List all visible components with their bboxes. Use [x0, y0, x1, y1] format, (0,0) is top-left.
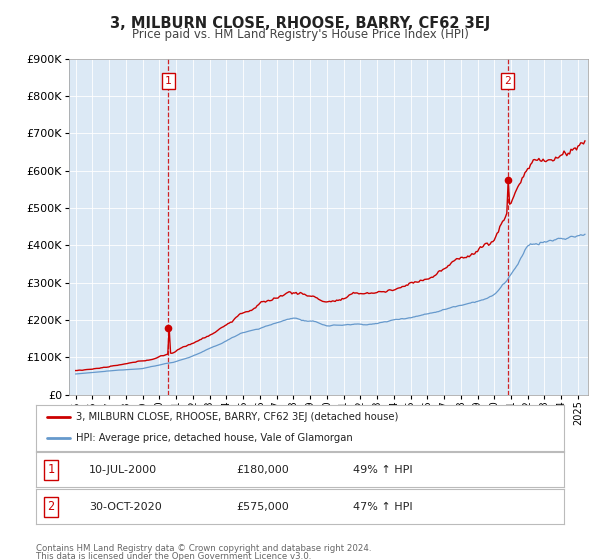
Text: This data is licensed under the Open Government Licence v3.0.: This data is licensed under the Open Gov… [36, 552, 311, 560]
Text: £180,000: £180,000 [236, 465, 289, 475]
Text: 2: 2 [47, 500, 55, 514]
Text: 49% ↑ HPI: 49% ↑ HPI [353, 465, 412, 475]
Text: Price paid vs. HM Land Registry's House Price Index (HPI): Price paid vs. HM Land Registry's House … [131, 28, 469, 41]
Text: 1: 1 [47, 463, 55, 477]
Text: 3, MILBURN CLOSE, RHOOSE, BARRY, CF62 3EJ (detached house): 3, MILBURN CLOSE, RHOOSE, BARRY, CF62 3E… [76, 412, 398, 422]
Text: 10-JUL-2000: 10-JUL-2000 [89, 465, 157, 475]
Text: £575,000: £575,000 [236, 502, 289, 512]
Text: Contains HM Land Registry data © Crown copyright and database right 2024.: Contains HM Land Registry data © Crown c… [36, 544, 371, 553]
Text: HPI: Average price, detached house, Vale of Glamorgan: HPI: Average price, detached house, Vale… [76, 433, 352, 444]
Text: 3, MILBURN CLOSE, RHOOSE, BARRY, CF62 3EJ: 3, MILBURN CLOSE, RHOOSE, BARRY, CF62 3E… [110, 16, 490, 31]
Text: 2: 2 [504, 76, 511, 86]
Text: 1: 1 [165, 76, 172, 86]
Text: 30-OCT-2020: 30-OCT-2020 [89, 502, 161, 512]
Text: 47% ↑ HPI: 47% ↑ HPI [353, 502, 412, 512]
